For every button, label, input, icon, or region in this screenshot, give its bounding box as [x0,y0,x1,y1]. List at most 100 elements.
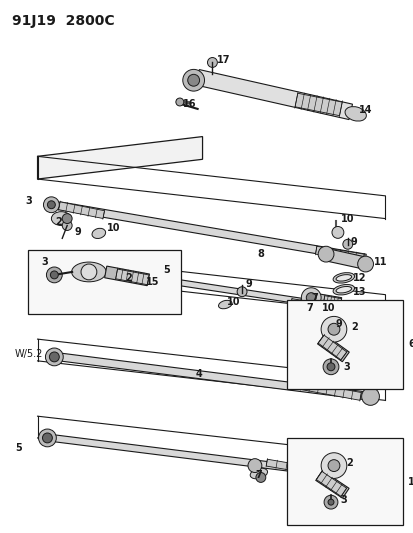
Circle shape [81,264,97,280]
Circle shape [357,256,373,272]
Circle shape [207,58,217,67]
Circle shape [62,214,72,223]
Circle shape [43,197,59,213]
Polygon shape [290,298,350,314]
Polygon shape [323,296,341,306]
Text: 8: 8 [256,249,263,259]
Polygon shape [294,93,342,116]
Text: 5: 5 [15,443,21,453]
Circle shape [47,201,55,209]
Text: 9: 9 [335,319,342,329]
Ellipse shape [218,300,231,309]
Text: 91J19  2800C: 91J19 2800C [12,14,114,28]
Circle shape [322,359,338,375]
Ellipse shape [71,262,106,282]
Ellipse shape [124,273,142,284]
Circle shape [151,296,159,304]
Polygon shape [104,266,149,286]
Polygon shape [58,202,104,219]
Circle shape [328,320,338,330]
Ellipse shape [344,107,366,121]
Circle shape [187,74,199,86]
Text: 3: 3 [339,495,346,505]
Polygon shape [115,269,149,285]
Circle shape [50,271,58,279]
Circle shape [327,324,339,335]
Text: 2: 2 [125,273,132,283]
Text: 7: 7 [254,471,261,480]
Circle shape [306,293,316,303]
Text: 15: 15 [146,277,159,287]
Bar [286,300,402,389]
Polygon shape [59,202,366,262]
Text: 2: 2 [55,216,62,227]
Polygon shape [316,471,346,496]
Text: W/5.2: W/5.2 [15,349,43,359]
Circle shape [342,239,352,249]
Circle shape [183,69,204,91]
Polygon shape [59,353,370,400]
Text: 10: 10 [107,223,120,233]
Circle shape [323,495,337,509]
Circle shape [62,221,72,230]
Polygon shape [315,471,348,498]
Polygon shape [51,434,350,479]
Text: 10: 10 [340,214,354,223]
Text: 14: 14 [358,105,371,115]
Text: 9: 9 [350,237,357,247]
Circle shape [247,459,261,473]
Circle shape [237,287,247,297]
Circle shape [331,227,343,238]
Polygon shape [128,272,355,312]
Circle shape [255,473,265,482]
Text: 2: 2 [345,458,352,467]
Text: 17: 17 [217,55,230,66]
Circle shape [176,98,183,106]
Circle shape [361,387,378,405]
Circle shape [38,429,56,447]
Circle shape [327,499,333,505]
Polygon shape [310,293,341,308]
Text: 12: 12 [352,273,366,283]
Ellipse shape [92,228,105,238]
Polygon shape [318,335,346,360]
Polygon shape [195,70,351,119]
Text: 10: 10 [227,296,240,306]
Circle shape [43,433,52,443]
Polygon shape [300,382,361,400]
Circle shape [327,459,339,472]
Polygon shape [317,334,349,362]
Text: 7: 7 [311,293,317,303]
Text: 11: 11 [373,257,386,267]
Ellipse shape [335,274,351,281]
Circle shape [316,310,328,321]
Ellipse shape [249,468,267,479]
Polygon shape [321,248,370,270]
Ellipse shape [332,273,354,283]
Polygon shape [315,246,363,262]
Text: 3: 3 [41,257,48,267]
Circle shape [301,288,320,308]
Polygon shape [266,459,336,478]
Text: 9: 9 [244,279,251,289]
Circle shape [46,267,62,283]
Circle shape [320,453,346,479]
Text: 13: 13 [352,287,366,297]
Text: 3: 3 [343,362,350,372]
Text: 16: 16 [183,99,196,109]
Bar [28,250,180,314]
Text: 9: 9 [74,228,81,237]
Bar [286,438,402,525]
Circle shape [45,348,63,366]
Text: 4: 4 [195,369,202,379]
Text: 10: 10 [321,303,335,312]
Circle shape [326,363,334,371]
Text: 1: 1 [407,478,413,487]
Circle shape [116,268,130,282]
Text: 2: 2 [350,322,357,332]
Text: 7: 7 [306,303,312,312]
Ellipse shape [332,285,354,295]
Circle shape [317,246,333,262]
Text: 3: 3 [26,196,32,206]
Ellipse shape [335,287,351,293]
